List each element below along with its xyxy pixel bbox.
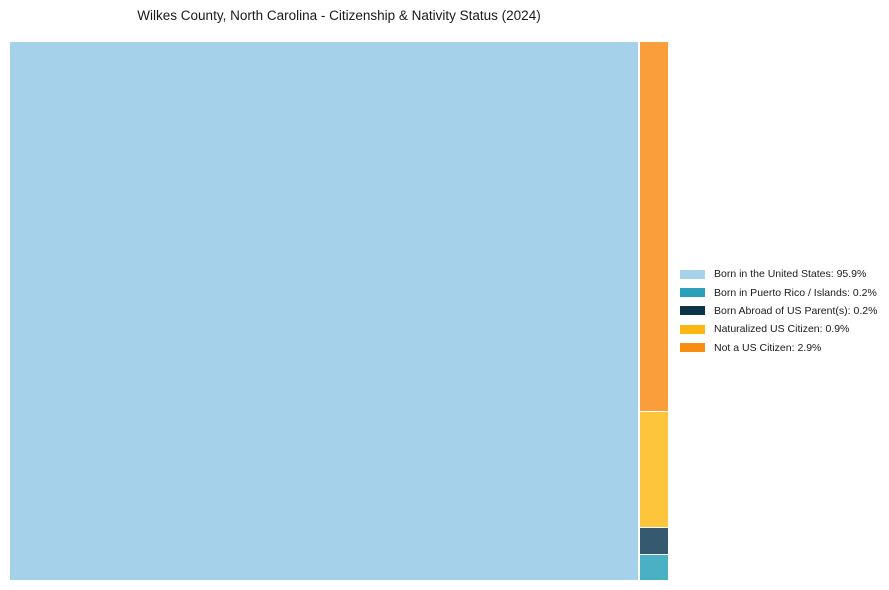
treemap-block-born-in-the-united-states bbox=[10, 42, 639, 580]
legend-label: Born Abroad of US Parent(s): 0.2% bbox=[714, 304, 878, 317]
legend-swatch-icon bbox=[680, 288, 705, 298]
legend-swatch-icon bbox=[680, 324, 705, 334]
legend-swatch-icon bbox=[680, 343, 705, 353]
legend-swatch-icon bbox=[680, 269, 705, 279]
legend-swatch-icon bbox=[680, 306, 705, 316]
legend-item-not-a-us-citizen: Not a US Citizen: 2.9% bbox=[680, 339, 877, 357]
treemap-block-born-abroad-of-us-parent-s bbox=[640, 528, 668, 554]
treemap-chart bbox=[10, 42, 668, 580]
chart-legend: Born in the United States: 95.9% Born in … bbox=[680, 265, 877, 357]
treemap-block-not-a-us-citizen bbox=[640, 42, 668, 412]
chart-title: Wilkes County, North Carolina - Citizens… bbox=[137, 8, 541, 23]
legend-item-born-in-puerto-rico-islands: Born in Puerto Rico / Islands: 0.2% bbox=[680, 283, 877, 301]
treemap-block-naturalized-us-citizen bbox=[640, 412, 668, 528]
legend-label: Not a US Citizen: 2.9% bbox=[714, 341, 822, 354]
legend-label: Naturalized US Citizen: 0.9% bbox=[714, 323, 850, 336]
legend-item-born-abroad-of-us-parent-s: Born Abroad of US Parent(s): 0.2% bbox=[680, 302, 877, 320]
legend-label: Born in the United States: 95.9% bbox=[714, 268, 867, 281]
treemap-block-born-in-puerto-rico-islands bbox=[640, 554, 668, 580]
legend-item-born-in-the-united-states: Born in the United States: 95.9% bbox=[680, 265, 877, 283]
treemap-strip bbox=[640, 42, 668, 580]
legend-label: Born in Puerto Rico / Islands: 0.2% bbox=[714, 286, 877, 299]
legend-item-naturalized-us-citizen: Naturalized US Citizen: 0.9% bbox=[680, 320, 877, 338]
